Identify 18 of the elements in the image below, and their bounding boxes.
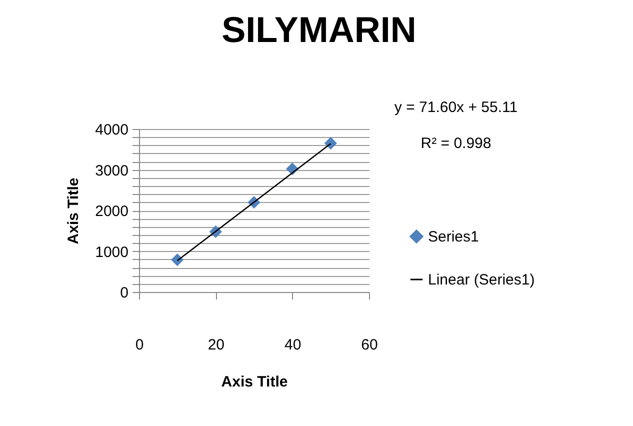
x-axis-title: Axis Title [221, 374, 288, 390]
legend-label: Linear (Series1) [428, 272, 535, 288]
y-axis-title: Axis Title [65, 178, 82, 244]
y-tick-label: 2000 [95, 203, 128, 220]
chart-title: SILYMARIN [222, 9, 416, 50]
x-tick-label: 20 [208, 336, 225, 354]
x-tick-label: 60 [361, 336, 378, 354]
text: R² = 0.998 [420, 135, 492, 152]
point [171, 253, 184, 266]
text: y = 71.60x + 55.11 [394, 99, 518, 116]
x-tick-label: 0 [135, 336, 144, 354]
point [324, 136, 337, 150]
y-tick-label: 1000 [95, 244, 128, 261]
y-tick-label: 0 [120, 284, 128, 302]
legend-label: Series1 [428, 228, 479, 246]
y-tick-label: 4000 [95, 122, 128, 138]
y-tick-label: 3000 [95, 162, 128, 180]
x-tick-label: 40 [284, 336, 302, 354]
